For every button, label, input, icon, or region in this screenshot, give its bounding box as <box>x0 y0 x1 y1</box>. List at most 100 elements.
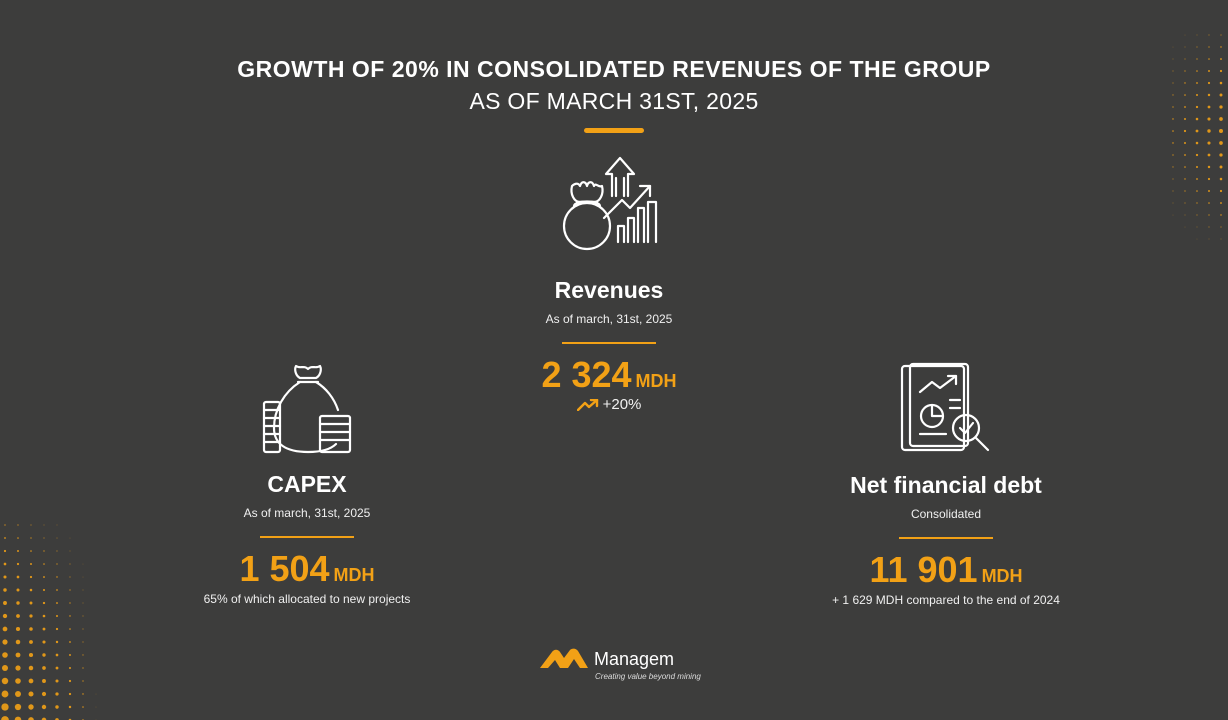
decorative-dot <box>1196 82 1198 84</box>
decorative-dot <box>1207 153 1211 157</box>
decorative-dot <box>1208 190 1210 192</box>
decorative-dot <box>1172 178 1174 180</box>
decorative-dot <box>42 653 46 657</box>
decorative-dot <box>29 575 33 579</box>
decorative-dot <box>1219 81 1223 85</box>
decorative-dot <box>30 563 32 565</box>
decorative-dot <box>1208 238 1210 240</box>
capex-subtitle: As of march, 31st, 2025 <box>243 506 371 520</box>
decorative-dot <box>43 550 45 552</box>
decorative-dot <box>1 690 9 698</box>
decorative-dot <box>55 614 59 618</box>
decorative-dot <box>1196 238 1198 240</box>
revenues-value: 2 324 MDH <box>449 354 769 396</box>
decorative-dot <box>41 717 47 720</box>
decorative-dot <box>55 666 59 670</box>
decorative-dot <box>1208 202 1210 204</box>
decorative-dot <box>42 601 46 605</box>
decorative-dot <box>15 678 21 684</box>
decorative-dot <box>1207 141 1211 145</box>
decorative-dot <box>55 705 59 709</box>
decorative-dot <box>82 589 84 591</box>
decorative-dot <box>1184 118 1186 120</box>
decorative-dot <box>82 563 84 565</box>
decorative-dot <box>1184 166 1186 168</box>
debt-unit: MDH <box>981 566 1023 586</box>
footer-logo: Managem Creating value beyond mining <box>538 648 701 682</box>
decorative-dot <box>30 550 32 552</box>
decorative-dot <box>1208 34 1210 36</box>
decorative-dot <box>29 588 33 592</box>
decorative-dot <box>30 537 32 539</box>
decorative-dot <box>42 588 46 592</box>
decorative-dot <box>69 563 71 565</box>
decorative-dot <box>1184 34 1186 36</box>
decorative-dot <box>1208 70 1210 72</box>
decorative-dot <box>1184 202 1186 204</box>
debt-block: Net financial debt Consolidated 11 901 MD… <box>786 472 1106 607</box>
decorative-dot <box>17 524 19 526</box>
brand-name: Managem <box>594 649 675 669</box>
decorative-dot <box>41 691 47 697</box>
decorative-dot <box>1172 190 1174 192</box>
page-title: GROWTH OF 20% IN CONSOLIDATED REVENUES O… <box>237 56 991 82</box>
decorative-dot <box>1219 105 1223 109</box>
decorative-dot <box>1172 82 1174 84</box>
decorative-dot <box>56 576 58 578</box>
debt-icon <box>900 362 992 454</box>
decorative-dot <box>29 640 33 644</box>
decorative-dot <box>56 550 58 552</box>
decorative-dot <box>69 654 71 656</box>
decorative-dot <box>1 677 9 685</box>
decorative-dot <box>43 563 45 565</box>
decorative-dot <box>1196 190 1198 192</box>
decorative-dot <box>1208 214 1210 216</box>
decorative-dot <box>82 615 84 617</box>
decorative-dot <box>1195 165 1199 169</box>
decorative-dot <box>1196 46 1198 48</box>
decorative-dot <box>1 703 9 711</box>
decorative-dot <box>1196 178 1198 180</box>
decorative-dot <box>68 679 72 683</box>
decorative-dot <box>1196 34 1198 36</box>
decorative-dot <box>1208 226 1210 228</box>
decorative-dot <box>1207 117 1211 121</box>
decorative-dot <box>1172 202 1174 204</box>
decorative-dot <box>1220 238 1222 240</box>
decorative-dot <box>69 550 71 552</box>
decorative-dot <box>3 601 7 605</box>
decorative-dot <box>14 703 22 711</box>
revenues-icon <box>560 156 660 252</box>
decorative-dot <box>69 589 71 591</box>
dot-pattern-bottom-left <box>1 524 97 720</box>
debt-subtitle: Consolidated <box>910 507 982 521</box>
decorative-dot <box>17 550 19 552</box>
decorative-dot <box>1195 141 1199 145</box>
decorative-dot <box>16 601 20 605</box>
decorative-dot <box>1172 166 1174 168</box>
decorative-dot <box>1 716 9 720</box>
decorative-dot <box>42 627 46 631</box>
decorative-dot <box>43 576 45 578</box>
decorative-dot <box>1184 94 1186 96</box>
revenues-block: Revenues As of march, 31st, 2025 2 324 MD… <box>449 277 769 413</box>
decorative-dot <box>4 524 6 526</box>
capex-amount: 1 504 <box>239 548 330 589</box>
decorative-dot <box>1220 202 1222 204</box>
decorative-dot <box>69 602 71 604</box>
decorative-dot <box>1207 165 1211 169</box>
decorative-dot <box>28 652 34 658</box>
decorative-dot <box>1195 117 1199 121</box>
decorative-dot <box>1184 70 1186 72</box>
decorative-dot <box>1219 93 1223 97</box>
debt-note: + 1 629 MDH compared to the end of 2024 <box>832 593 1060 607</box>
decorative-dot <box>2 626 8 632</box>
decorative-dot <box>82 576 84 578</box>
decorative-dot <box>1172 46 1174 48</box>
decorative-dot <box>16 614 20 618</box>
decorative-dot <box>1195 105 1199 109</box>
decorative-dot <box>1219 189 1223 193</box>
debt-divider <box>899 537 993 539</box>
decorative-dot <box>1184 214 1186 216</box>
decorative-dot <box>1184 154 1186 156</box>
